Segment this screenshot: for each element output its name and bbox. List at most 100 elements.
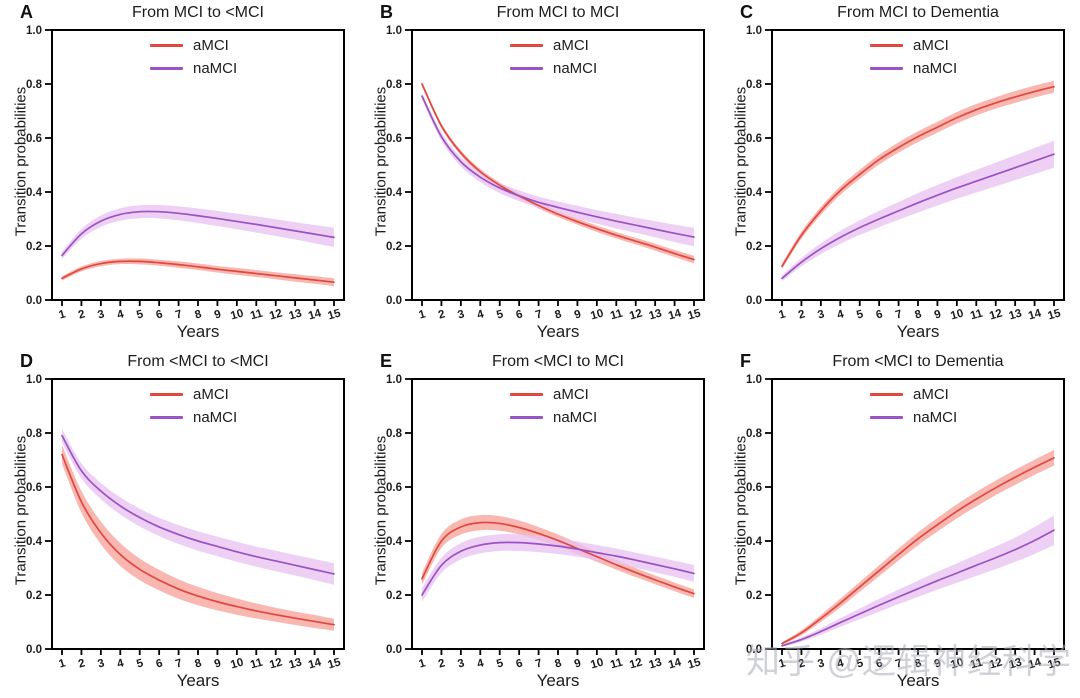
svg-text:5: 5 [855,308,865,321]
svg-text:3: 3 [96,308,105,321]
svg-text:0.2: 0.2 [746,241,762,253]
legend-item-namci: naMCI [870,57,957,80]
legend-line-amci-icon [510,393,543,396]
legend-item-namci: naMCI [150,57,237,80]
svg-text:8: 8 [554,308,564,321]
svg-text:3: 3 [816,657,825,670]
svg-text:7: 7 [174,657,183,670]
svg-text:10: 10 [949,656,965,671]
svg-text:0.2: 0.2 [746,590,762,602]
svg-text:0.6: 0.6 [746,133,762,145]
legend-line-amci-icon [150,393,183,396]
chart-title: From <MCI to <MCI [127,353,269,370]
legend-label-namci: naMCI [913,409,958,426]
svg-text:1.0: 1.0 [26,25,42,37]
legend-label-amci: aMCI [193,386,229,403]
svg-text:0.2: 0.2 [386,590,402,602]
svg-text:0.2: 0.2 [386,241,402,253]
svg-text:0.4: 0.4 [26,187,43,199]
svg-text:13: 13 [648,307,664,322]
legend-label-amci: aMCI [913,386,949,403]
svg-text:0.8: 0.8 [386,428,403,440]
legend-label-namci: naMCI [553,60,598,77]
svg-text:15: 15 [1046,656,1062,671]
legend-label-amci: aMCI [913,37,949,54]
svg-text:11: 11 [969,307,985,322]
svg-text:12: 12 [628,656,644,671]
plot-area: 0.00.20.40.60.81.01 2 3 4 5 6 7 8 9 10 11 12 13 14 15 [26,374,345,671]
svg-text:0.0: 0.0 [26,644,42,656]
svg-text:13: 13 [288,307,304,322]
chart-title: From MCI to Dementia [837,4,999,21]
plot-area: 0.00.20.40.60.81.01 2 3 4 5 6 7 8 9 10 11 12 13 14 15 [746,25,1065,322]
svg-text:12: 12 [268,307,284,322]
legend-item-namci: naMCI [870,406,957,429]
svg-text:4: 4 [116,308,126,321]
svg-text:1: 1 [778,308,788,321]
svg-text:12: 12 [628,307,644,322]
chart-title: From <MCI to MCI [491,353,624,370]
svg-text:5: 5 [135,308,145,321]
panel-letter: B [380,2,393,22]
svg-text:0.4: 0.4 [386,187,403,199]
svg-text:10: 10 [229,307,245,322]
svg-text:13: 13 [288,656,304,671]
panel-b: B From MCI to MCI Transition probabiliti… [360,0,720,349]
legend-label-namci: naMCI [193,409,238,426]
svg-text:11: 11 [249,656,265,671]
legend-line-amci-icon [870,393,903,396]
plot-area: 0.00.20.40.60.81.01 2 3 4 5 6 7 8 9 10 11 12 13 14 15 [386,374,705,671]
plot-area: 0.00.20.40.60.81.01 2 3 4 5 6 7 8 9 10 11 12 13 14 15 [746,374,1065,671]
panel-letter: E [380,351,393,371]
x-axis-label: Years [536,322,580,341]
svg-text:9: 9 [213,657,222,670]
svg-text:3: 3 [96,657,105,670]
svg-text:8: 8 [914,308,924,321]
svg-text:7: 7 [894,308,903,321]
svg-text:13: 13 [648,656,664,671]
legend-label-namci: naMCI [913,60,958,77]
svg-text:11: 11 [249,307,265,322]
svg-text:9: 9 [213,308,222,321]
svg-text:7: 7 [534,657,543,670]
legend: aMCI naMCI [870,34,957,80]
svg-text:0.8: 0.8 [746,79,763,91]
svg-text:14: 14 [1027,307,1043,322]
legend-item-namci: naMCI [150,406,237,429]
svg-text:2: 2 [437,657,446,670]
svg-text:0.0: 0.0 [746,644,762,656]
legend-line-namci-icon [870,416,903,419]
svg-text:4: 4 [116,657,126,670]
svg-text:0.6: 0.6 [26,482,42,494]
svg-text:11: 11 [969,656,985,671]
svg-text:8: 8 [554,657,564,670]
svg-text:1: 1 [778,657,788,670]
legend-label-namci: naMCI [193,60,238,77]
svg-text:14: 14 [667,656,683,671]
svg-text:12: 12 [268,656,284,671]
svg-text:14: 14 [307,656,323,671]
svg-text:3: 3 [816,308,825,321]
legend: aMCI naMCI [510,34,597,80]
svg-text:2: 2 [437,308,446,321]
x-axis-label: Years [176,671,220,690]
svg-text:0.2: 0.2 [26,241,42,253]
svg-text:9: 9 [933,308,942,321]
legend-line-namci-icon [150,67,183,70]
svg-text:4: 4 [836,308,846,321]
svg-text:6: 6 [515,657,524,670]
svg-text:3: 3 [456,308,465,321]
svg-text:6: 6 [155,308,164,321]
svg-text:1.0: 1.0 [386,374,402,386]
svg-text:10: 10 [589,656,605,671]
svg-text:7: 7 [174,308,183,321]
svg-text:14: 14 [307,307,323,322]
svg-text:0.8: 0.8 [26,79,43,91]
x-axis-label: Years [176,322,220,341]
x-axis-label: Years [896,671,940,690]
svg-text:1: 1 [418,308,428,321]
svg-text:15: 15 [1046,307,1062,322]
svg-text:0.0: 0.0 [386,644,402,656]
svg-text:2: 2 [797,308,806,321]
